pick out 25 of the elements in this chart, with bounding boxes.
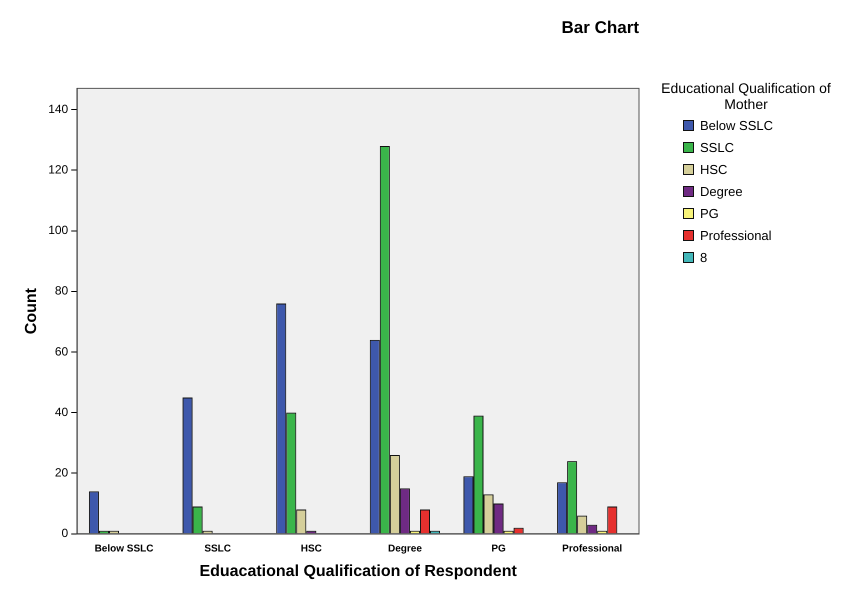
- y-tick-label: 80: [54, 284, 69, 298]
- legend-label: Degree: [700, 184, 743, 198]
- y-tick-label: 120: [48, 162, 69, 177]
- x-tick-label: SSLC: [204, 544, 231, 555]
- y-tick-label: 100: [48, 223, 69, 238]
- x-tick-label: HSC: [300, 544, 322, 555]
- x-tick-label: Below SSLC: [94, 544, 154, 555]
- chart-title: Bar Chart: [562, 18, 640, 37]
- legend-title: Educational Qualification of Mother: [660, 80, 832, 112]
- y-axis-title: Count: [23, 287, 40, 334]
- y-tick-label: 140: [48, 102, 69, 116]
- x-tick-label: Professional: [562, 544, 622, 555]
- y-tick-label: 60: [54, 344, 69, 358]
- x-tick-label: Degree: [388, 544, 422, 555]
- legend-label: HSC: [700, 162, 728, 176]
- legend-label: SSLC: [700, 140, 734, 154]
- x-axis-title: Eduacational Qualification of Respondent: [199, 562, 518, 580]
- legend-label: Below SSLC: [700, 118, 773, 132]
- y-tick-label: 40: [54, 404, 69, 419]
- x-tick-label: PG: [491, 544, 506, 555]
- y-tick-label: 20: [54, 466, 69, 480]
- legend-label: PG: [700, 206, 719, 220]
- y-tick-label: 0: [62, 526, 69, 540]
- legend-label: 8: [700, 250, 708, 264]
- legend-label: Professional: [700, 228, 772, 242]
